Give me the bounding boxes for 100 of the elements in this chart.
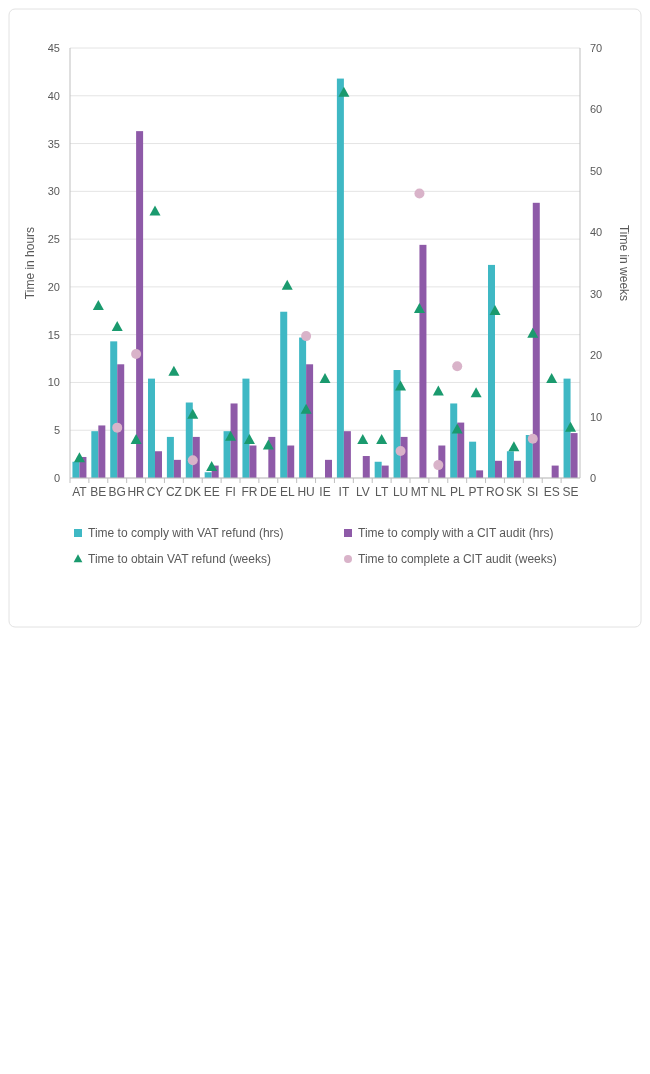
bar — [362, 456, 370, 478]
bar — [336, 78, 344, 478]
bar — [117, 364, 125, 478]
x-tick-label: FR — [241, 485, 258, 499]
y-tick-label: 35 — [47, 137, 60, 150]
bar — [98, 425, 106, 478]
x-tick-label: PT — [468, 485, 485, 499]
point — [432, 385, 444, 396]
point — [470, 387, 482, 398]
bar — [155, 451, 162, 478]
point — [565, 421, 577, 432]
legend-label: Time to comply with VAT refund (hrs) — [88, 526, 284, 540]
bar — [532, 202, 540, 478]
y-tick-label: 10 — [47, 376, 60, 389]
bar — [495, 460, 502, 478]
point — [357, 433, 369, 444]
point — [149, 205, 161, 216]
y-tick-label: 15 — [47, 328, 60, 341]
bar — [419, 244, 427, 478]
bar — [91, 431, 99, 478]
x-tick-label: MT — [410, 485, 429, 499]
y2-tick-label: 60 — [590, 103, 603, 116]
bar — [488, 264, 495, 478]
y-tick-label: 25 — [47, 233, 60, 246]
y-tick-label: 40 — [47, 89, 60, 102]
x-tick-label: CZ — [165, 485, 182, 499]
point — [131, 348, 142, 359]
y2-tick-label: 50 — [590, 164, 603, 177]
y2-tick-label: 30 — [590, 287, 603, 300]
point — [92, 300, 104, 310]
bar — [72, 461, 80, 478]
point — [338, 86, 350, 97]
point — [187, 455, 198, 466]
bar — [280, 311, 288, 478]
y2-tick-label: 20 — [590, 349, 603, 362]
y2-axis-title: Time in weeks — [617, 224, 631, 302]
point — [395, 445, 406, 456]
bar — [136, 131, 144, 478]
point — [546, 373, 558, 384]
bar — [230, 403, 238, 478]
x-tick-label: NL — [430, 485, 447, 499]
y-tick-label: 0 — [53, 472, 60, 484]
point — [73, 452, 85, 463]
x-tick-label: PL — [449, 485, 465, 499]
x-tick-label: EE — [203, 485, 220, 499]
bar — [166, 436, 174, 478]
point — [300, 403, 312, 414]
y2-tick-label: 10 — [590, 410, 603, 423]
bar — [110, 341, 118, 478]
point — [451, 423, 463, 434]
x-tick-label: HR — [127, 485, 146, 499]
point — [206, 460, 218, 471]
x-tick-label: CY — [146, 485, 164, 499]
y-axis-title: Time in hours — [23, 226, 37, 300]
bar — [570, 433, 578, 478]
x-tick-label: LU — [392, 485, 409, 499]
point — [281, 279, 293, 290]
x-tick-label: HU — [297, 485, 315, 499]
point — [433, 460, 444, 471]
y2-tick-label: 40 — [590, 226, 603, 239]
point — [452, 361, 463, 372]
bar — [563, 378, 571, 478]
point — [395, 380, 407, 391]
x-tick-label: BE — [90, 485, 107, 499]
x-tick-label: RO — [486, 485, 504, 499]
x-tick-label: EL — [279, 485, 295, 499]
bar — [249, 445, 257, 478]
x-tick-label: IT — [338, 485, 350, 499]
y-tick-label: 45 — [47, 42, 60, 54]
x-tick-label: DE — [260, 485, 277, 499]
point — [527, 433, 538, 444]
bar — [173, 459, 181, 478]
x-tick-label: AT — [72, 485, 88, 499]
y2-tick-label: 70 — [590, 42, 603, 54]
point — [413, 303, 425, 314]
point — [243, 433, 255, 444]
point — [376, 433, 388, 444]
x-tick-label: SI — [527, 485, 539, 499]
bar — [457, 422, 465, 478]
point — [187, 408, 199, 419]
point — [489, 304, 501, 315]
y-tick-label: 5 — [53, 424, 60, 437]
bar — [299, 337, 307, 478]
point — [319, 373, 331, 384]
bar — [450, 403, 458, 478]
y2-tick-label: 0 — [590, 472, 597, 484]
bar — [148, 378, 155, 478]
bar — [513, 460, 521, 478]
point — [262, 439, 274, 450]
bar — [306, 364, 314, 478]
x-tick-label: LT — [375, 485, 389, 499]
point — [112, 422, 123, 433]
x-tick-label: ES — [543, 485, 560, 499]
x-tick-label: LV — [355, 485, 370, 499]
x-tick-label: SK — [505, 485, 522, 499]
x-tick-label: IE — [319, 485, 331, 499]
x-tick-label: SE — [562, 485, 579, 499]
bar — [476, 470, 484, 478]
point — [301, 331, 312, 342]
legend-label: Time to obtain VAT refund (weeks) — [88, 552, 271, 566]
